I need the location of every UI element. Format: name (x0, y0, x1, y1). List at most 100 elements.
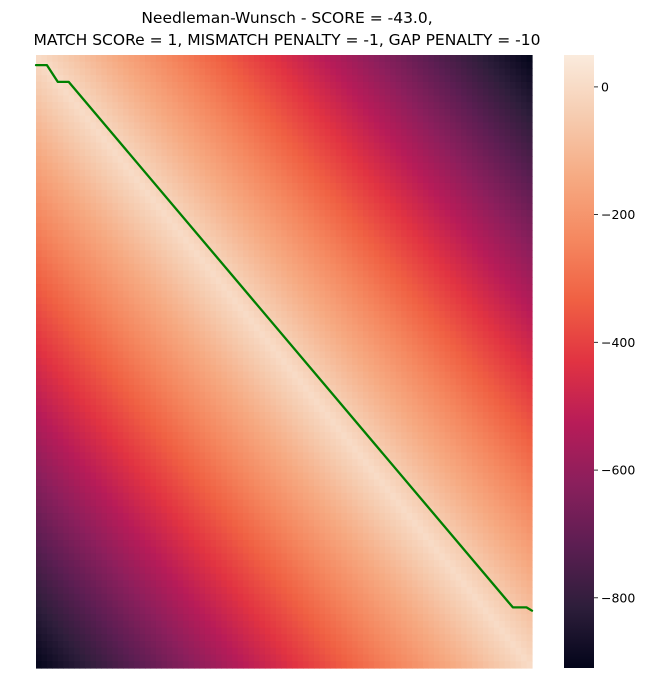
heatmap-cell (330, 169, 337, 177)
heatmap-cell (117, 129, 124, 137)
heatmap-cell (134, 95, 141, 103)
heatmap-cell (422, 310, 430, 319)
heatmap-cell (210, 176, 217, 184)
heatmap-cell (63, 418, 70, 427)
heatmap-cell (194, 378, 201, 386)
heatmap-cell (401, 176, 408, 184)
heatmap-cell (172, 230, 179, 238)
heatmap-cell (455, 391, 462, 400)
heatmap-cell (335, 75, 342, 83)
heatmap-cell (286, 169, 293, 177)
heatmap-cell (254, 270, 261, 278)
heatmap-cell (324, 209, 331, 218)
heatmap-cell (117, 270, 124, 278)
heatmap-cell (46, 209, 53, 218)
heatmap-cell (57, 250, 64, 258)
heatmap-cell (177, 223, 184, 231)
heatmap-cell (36, 257, 43, 265)
heatmap-cell (221, 122, 228, 130)
heatmap-cell (199, 156, 206, 164)
heatmap-cell (150, 156, 157, 164)
heatmap-cell (450, 223, 457, 231)
heatmap-cell (188, 95, 195, 103)
heatmap-cell (499, 310, 506, 319)
heatmap-cell (433, 378, 440, 386)
heatmap-cell (493, 75, 500, 83)
heatmap-cell (352, 156, 359, 164)
heatmap-cell (275, 277, 282, 285)
heatmap-cell (461, 364, 468, 373)
heatmap-cell (286, 290, 293, 299)
heatmap-cell (215, 385, 222, 393)
heatmap-cell (161, 223, 168, 231)
heatmap-cell (281, 324, 288, 332)
heatmap-cell (521, 108, 528, 117)
heatmap-cell (444, 102, 451, 110)
heatmap-cell (286, 108, 293, 117)
heatmap-cell (52, 378, 59, 386)
heatmap-cell (292, 337, 299, 346)
heatmap-cell (368, 196, 375, 204)
heatmap-cell (412, 196, 419, 204)
heatmap-cell (308, 223, 315, 231)
heatmap-cell (346, 68, 353, 76)
heatmap-cell (439, 189, 446, 198)
heatmap-cell (363, 176, 370, 184)
heatmap-cell (79, 142, 86, 150)
heatmap-cell (194, 270, 201, 278)
heatmap-cell (90, 216, 97, 225)
heatmap-cell (226, 290, 233, 299)
heatmap-cell (237, 331, 244, 339)
heatmap-cell (41, 95, 48, 103)
heatmap-cell (36, 169, 43, 177)
heatmap-cell (90, 209, 97, 218)
heatmap-cell (259, 68, 266, 76)
heatmap-cell (134, 196, 141, 204)
heatmap-cell (166, 257, 173, 265)
heatmap-cell (90, 364, 97, 373)
heatmap-cell (422, 317, 430, 326)
heatmap-cell (292, 135, 299, 144)
heatmap-cell (52, 176, 59, 184)
heatmap-cell (379, 203, 386, 211)
heatmap-cell (504, 257, 511, 265)
heatmap-cell (335, 412, 342, 420)
heatmap-cell (172, 344, 179, 352)
heatmap-cell (455, 156, 462, 164)
heatmap-cell (482, 115, 489, 123)
heatmap-cell (95, 216, 103, 225)
heatmap-cell (368, 135, 375, 144)
heatmap-cell (155, 129, 162, 137)
heatmap-cell (335, 263, 342, 272)
heatmap-cell (46, 108, 53, 117)
heatmap-cell (477, 182, 484, 191)
heatmap-cell (79, 351, 86, 359)
heatmap-cell (248, 176, 255, 184)
heatmap-cell (308, 156, 315, 164)
heatmap-cell (346, 331, 353, 339)
heatmap-cell (210, 129, 217, 137)
heatmap-cell (134, 55, 141, 63)
heatmap-cell (68, 297, 75, 305)
heatmap-cell (264, 129, 271, 137)
heatmap-cell (526, 270, 533, 278)
heatmap-cell (248, 75, 255, 83)
heatmap-cell (237, 162, 244, 171)
heatmap-cell (215, 324, 222, 332)
heatmap-cell (199, 324, 206, 332)
heatmap-cell (433, 391, 440, 400)
heatmap-cell (123, 203, 130, 211)
heatmap-cell (155, 209, 162, 218)
heatmap-cell (330, 324, 337, 332)
heatmap-cell (352, 209, 359, 218)
heatmap-cell (204, 304, 212, 312)
heatmap-cell (106, 176, 113, 184)
heatmap-cell (499, 182, 506, 191)
heatmap-cell (439, 284, 446, 292)
heatmap-cell (433, 398, 440, 406)
heatmap-cell (123, 135, 130, 144)
heatmap-cell (352, 230, 359, 238)
heatmap-cell (243, 270, 250, 278)
heatmap-cell (68, 270, 75, 278)
heatmap-cell (41, 270, 48, 278)
